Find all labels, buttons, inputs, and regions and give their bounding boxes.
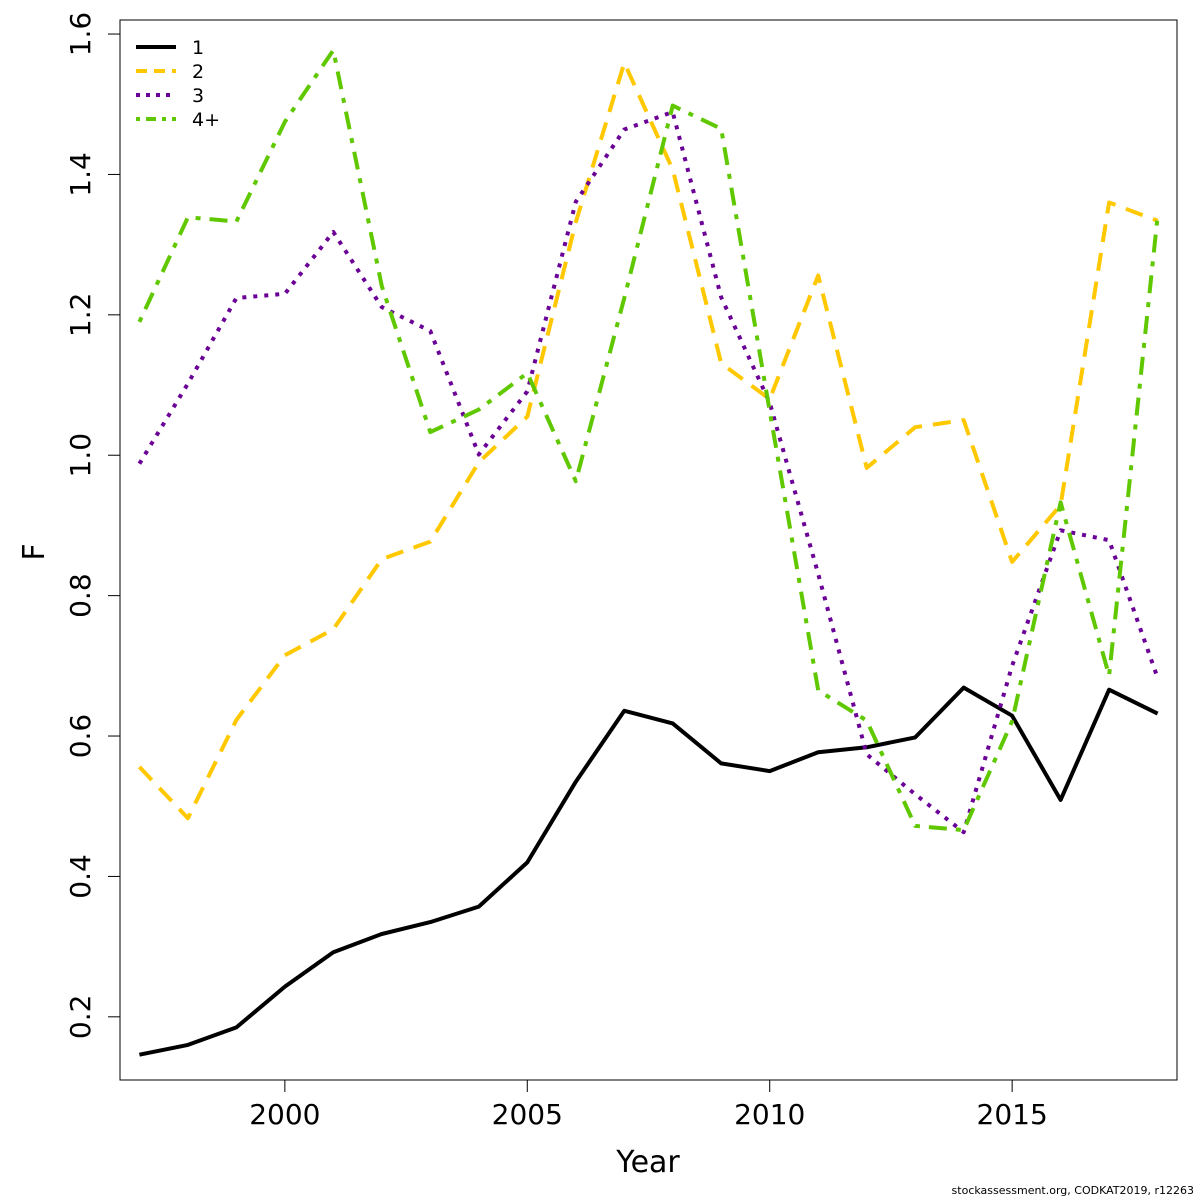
y-tick-label: 1.0 <box>64 433 97 478</box>
y-tick-label: 1.4 <box>64 152 97 197</box>
x-axis: 2000 2005 2010 2015 <box>249 1079 1048 1131</box>
y-tick-label: 0.4 <box>64 854 97 899</box>
series-line-4 <box>137 48 1160 833</box>
legend-label-2: 2 <box>192 61 204 83</box>
x-tick-label: 2005 <box>492 1098 563 1131</box>
y-tick-label: 0.2 <box>64 995 97 1040</box>
y-tick-label: 1.6 <box>64 12 97 57</box>
y-axis-title: F <box>17 543 52 560</box>
x-tick-label: 2010 <box>734 1098 805 1131</box>
x-tick-label: 2015 <box>977 1098 1048 1131</box>
legend-label-3: 3 <box>192 85 204 107</box>
y-axis: 0.2 0.4 0.6 0.8 1.0 1.2 1.4 1.6 <box>64 12 121 1040</box>
series-line-3 <box>137 110 1160 835</box>
series-layer <box>137 48 1160 1057</box>
y-tick-label: 0.6 <box>64 714 97 759</box>
y-tick-label: 1.2 <box>64 293 97 338</box>
y-tick-label: 0.8 <box>64 573 97 618</box>
x-tick-label: 2000 <box>249 1098 320 1131</box>
legend-label-1: 1 <box>192 37 204 59</box>
legend-label-4: 4+ <box>192 109 220 131</box>
x-axis-title: Year <box>615 1145 680 1180</box>
series-line-1 <box>139 685 1159 1057</box>
footer-note: stockassessment.org, CODKAT2019, r12263 <box>952 1184 1194 1197</box>
